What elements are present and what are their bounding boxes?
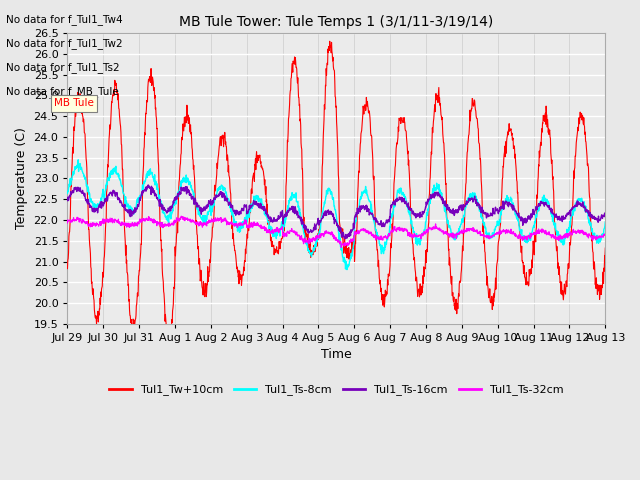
Text: No data for f_MB_Tule: No data for f_MB_Tule [6,86,119,97]
X-axis label: Time: Time [321,348,352,361]
Text: No data for f_Tul1_Ts2: No data for f_Tul1_Ts2 [6,62,120,73]
Text: MB Tule: MB Tule [54,98,94,108]
Text: No data for f_Tul1_Tw2: No data for f_Tul1_Tw2 [6,38,123,49]
Title: MB Tule Tower: Tule Temps 1 (3/1/11-3/19/14): MB Tule Tower: Tule Temps 1 (3/1/11-3/19… [179,15,493,29]
Text: No data for f_Tul1_Tw4: No data for f_Tul1_Tw4 [6,14,123,25]
Y-axis label: Temperature (C): Temperature (C) [15,128,28,229]
Legend: Tul1_Tw+10cm, Tul1_Ts-8cm, Tul1_Ts-16cm, Tul1_Ts-32cm: Tul1_Tw+10cm, Tul1_Ts-8cm, Tul1_Ts-16cm,… [105,380,568,400]
